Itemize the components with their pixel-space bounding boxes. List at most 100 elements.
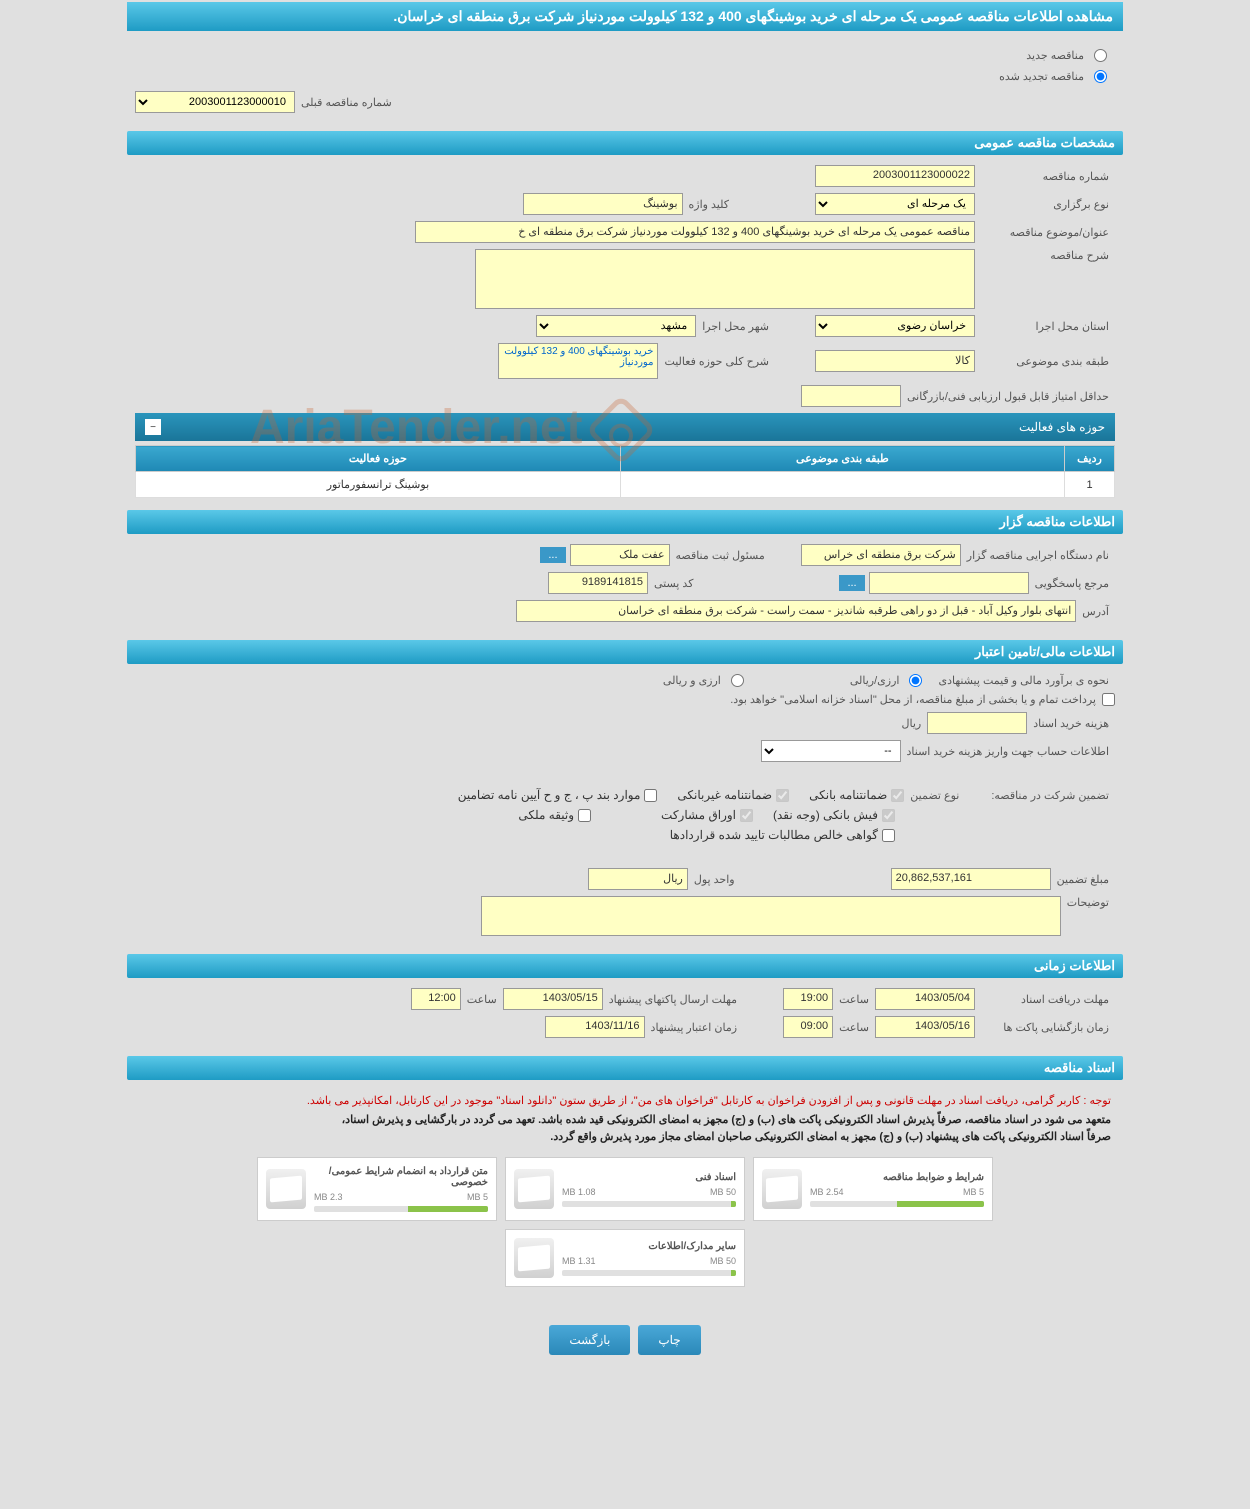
activity-table: ردیف طبقه بندی موضوعی حوزه فعالیت 1بوشین… bbox=[135, 445, 1115, 498]
activity-label: شرح کلی حوزه فعالیت bbox=[658, 355, 775, 368]
city-label: شهر محل اجرا bbox=[696, 320, 775, 333]
section-owner: اطلاعات مناقصه گزار bbox=[127, 510, 1123, 534]
currency-field: ریال bbox=[588, 868, 688, 890]
validity-date: 1403/11/16 bbox=[545, 1016, 645, 1038]
type-label: نوع برگزاری bbox=[975, 198, 1115, 211]
g-rules-label: موارد بند پ ، ج و ح آیین نامه تضامین bbox=[458, 788, 641, 802]
doc-card[interactable]: شرایط و ضوابط مناقصه 5 MB2.54 MB bbox=[753, 1157, 993, 1221]
guarantee-type-label: نوع تضمین bbox=[904, 789, 965, 802]
arz-radio[interactable] bbox=[731, 674, 744, 687]
doc-cost-unit: ریال bbox=[895, 717, 927, 730]
province-select[interactable]: خراسان رضوی bbox=[815, 315, 975, 337]
back-button[interactable]: بازگشت bbox=[549, 1325, 630, 1355]
account-select[interactable]: -- bbox=[761, 740, 901, 762]
page-title: مشاهده اطلاعات مناقصه عمومی یک مرحله ای … bbox=[127, 2, 1123, 31]
docs-notice-3: صرفاً اسناد الکترونیکی پاکت های پیشنهاد … bbox=[135, 1128, 1115, 1145]
open-date: 1403/05/16 bbox=[875, 1016, 975, 1038]
subject-label: عنوان/موضوع مناقصه bbox=[975, 226, 1115, 239]
prev-tender-select[interactable]: 2003001123000010 bbox=[135, 91, 295, 113]
g-rules-cb[interactable] bbox=[644, 789, 657, 802]
activity-table-header: حوزه های فعالیت − bbox=[135, 413, 1115, 441]
g-property-label: وثیقه ملکی bbox=[518, 808, 574, 822]
min-score-field bbox=[801, 385, 901, 407]
province-label: استان محل اجرا bbox=[975, 320, 1115, 333]
city-select[interactable]: مشهد bbox=[536, 315, 696, 337]
new-tender-label: مناقصه جدید bbox=[1020, 49, 1090, 62]
postal-label: کد پستی bbox=[648, 577, 699, 590]
reg-person-label: مسئول ثبت مناقصه bbox=[670, 549, 771, 562]
org-field: شرکت برق منطقه ای خراس bbox=[801, 544, 961, 566]
open-time: 09:00 bbox=[783, 1016, 833, 1038]
contact-field bbox=[869, 572, 1029, 594]
open-label: زمان بازگشایی پاکت ها bbox=[975, 1021, 1115, 1034]
g-fish-cb bbox=[882, 809, 895, 822]
address-label: آدرس bbox=[1076, 605, 1115, 618]
docs-notice-red: توجه : کاربر گرامی، دریافت اسناد در مهلت… bbox=[135, 1090, 1115, 1111]
col-class: طبقه بندی موضوعی bbox=[620, 446, 1064, 472]
g-stock-label: اوراق مشارکت bbox=[661, 808, 736, 822]
doc-card[interactable]: سایر مدارک/اطلاعات 50 MB1.31 MB bbox=[505, 1229, 745, 1287]
send-label: مهلت ارسال پاکتهای پیشنهاد bbox=[603, 993, 743, 1006]
collapse-icon[interactable]: − bbox=[145, 419, 161, 435]
section-general: مشخصات مناقصه عمومی bbox=[127, 131, 1123, 155]
tender-status-radio-group: مناقصه جدید bbox=[135, 41, 1115, 70]
folder-icon bbox=[514, 1169, 554, 1209]
send-time-label: ساعت bbox=[461, 993, 503, 1006]
g-stock-cb bbox=[740, 809, 753, 822]
doc-card[interactable]: اسناد فنی 50 MB1.08 MB bbox=[505, 1157, 745, 1221]
rial-radio[interactable] bbox=[909, 674, 922, 687]
g-demands-cb[interactable] bbox=[882, 829, 895, 842]
g-property-cb[interactable] bbox=[578, 809, 591, 822]
reg-person-field: عفت ملک bbox=[570, 544, 670, 566]
folder-icon bbox=[266, 1169, 306, 1209]
receive-date: 1403/05/04 bbox=[875, 988, 975, 1010]
activity-list[interactable]: خرید بوشینگهای 400 و 132 کیلوولت موردنیا… bbox=[498, 343, 658, 379]
contact-more-button[interactable]: ... bbox=[839, 575, 864, 591]
section-docs: اسناد مناقصه bbox=[127, 1056, 1123, 1080]
receive-label: مهلت دریافت اسناد bbox=[975, 993, 1115, 1006]
col-field: حوزه فعالیت bbox=[136, 446, 621, 472]
postal-field: 9189141815 bbox=[548, 572, 648, 594]
new-tender-radio[interactable] bbox=[1094, 49, 1107, 62]
rial-label: ارزی/ریالی bbox=[844, 674, 906, 687]
subject-field: مناقصه عمومی یک مرحله ای خرید بوشینگهای … bbox=[415, 221, 975, 243]
treasury-checkbox[interactable] bbox=[1102, 693, 1115, 706]
amount-field: 20,862,537,161 bbox=[891, 868, 1051, 890]
renewed-tender-label: مناقصه تجدید شده bbox=[993, 70, 1090, 83]
keyword-field: بوشینگ bbox=[523, 193, 683, 215]
notes-textarea[interactable] bbox=[481, 896, 1061, 936]
print-button[interactable]: چاپ bbox=[638, 1325, 700, 1355]
folder-icon bbox=[514, 1238, 554, 1278]
keyword-label: کلید واژه bbox=[683, 198, 735, 211]
g-bank-label: ضمانتنامه بانکی bbox=[809, 788, 887, 802]
org-label: نام دستگاه اجرایی مناقصه گزار bbox=[961, 549, 1115, 562]
receive-time: 19:00 bbox=[783, 988, 833, 1010]
type-select[interactable]: یک مرحله ای bbox=[815, 193, 975, 215]
doc-card[interactable]: متن قرارداد به انضمام شرایط عمومی/خصوصی … bbox=[257, 1157, 497, 1221]
receive-time-label: ساعت bbox=[833, 993, 875, 1006]
price-method-label: نحوه ی برآورد مالی و قیمت پیشنهادی bbox=[932, 674, 1115, 687]
table-row: 1بوشینگ ترانسفورماتور bbox=[136, 472, 1115, 498]
g-nonbank-cb bbox=[776, 789, 789, 802]
folder-icon bbox=[762, 1169, 802, 1209]
account-label: اطلاعات حساب جهت واریز هزینه خرید اسناد bbox=[901, 745, 1115, 758]
doc-cost-label: هزینه خرید اسناد bbox=[1027, 717, 1115, 730]
g-demands-label: گواهی خالص مطالبات تایید شده قراردادها bbox=[670, 828, 878, 842]
section-time: اطلاعات زمانی bbox=[127, 954, 1123, 978]
desc-label: شرح مناقصه bbox=[975, 249, 1115, 262]
g-bank-cb bbox=[891, 789, 904, 802]
renewed-tender-radio[interactable] bbox=[1094, 70, 1107, 83]
currency-label: واحد پول bbox=[688, 873, 741, 886]
desc-textarea[interactable] bbox=[475, 249, 975, 309]
docs-notice-2: متعهد می شود در اسناد مناقصه، صرفاً پذیر… bbox=[135, 1111, 1115, 1128]
guarantee-label: تضمین شرکت در مناقصه: bbox=[985, 789, 1115, 802]
treasury-note: پرداخت تمام و یا بخشی از مبلغ مناقصه، از… bbox=[724, 693, 1102, 706]
validity-label: زمان اعتبار پیشنهاد bbox=[645, 1021, 744, 1034]
contact-label: مرجع پاسخگویی bbox=[1029, 577, 1115, 590]
address-field: انتهای بلوار وکیل آباد - قبل از دو راهی … bbox=[516, 600, 1076, 622]
amount-label: مبلغ تضمین bbox=[1051, 873, 1115, 886]
g-nonbank-label: ضمانتنامه غیربانکی bbox=[677, 788, 772, 802]
more-button[interactable]: ... bbox=[540, 547, 565, 563]
open-time-label: ساعت bbox=[833, 1021, 875, 1034]
min-score-label: حداقل امتیاز قابل قبول ارزیابی فنی/بازرگ… bbox=[901, 390, 1115, 403]
